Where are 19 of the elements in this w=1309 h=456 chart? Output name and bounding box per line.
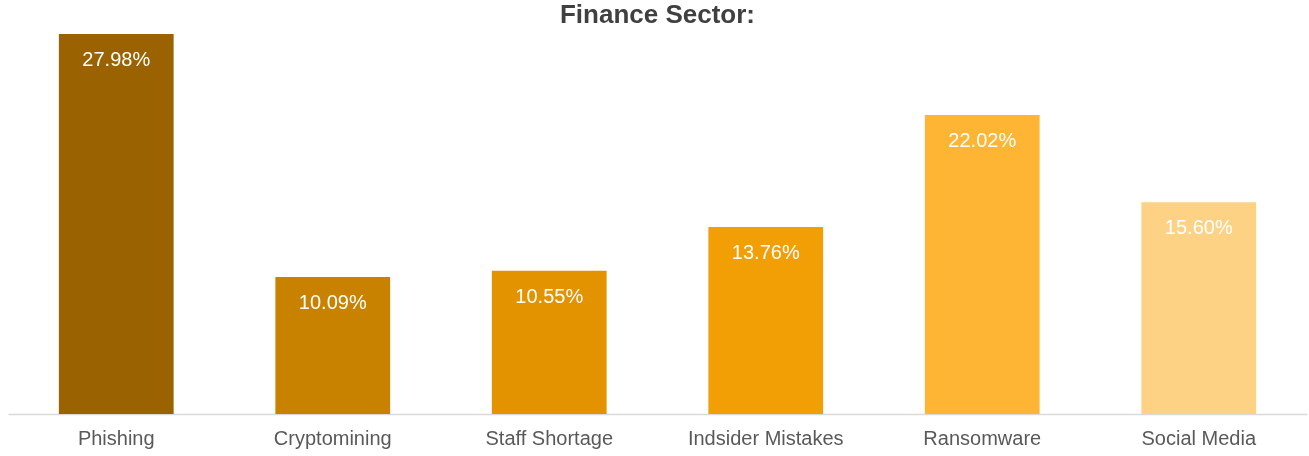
data-label: 27.98%: [82, 48, 151, 70]
data-label: 15.60%: [1164, 216, 1233, 239]
bar: [491, 270, 607, 414]
bar: [275, 276, 391, 414]
bar: [1141, 202, 1257, 414]
bar: [58, 34, 174, 414]
x-tick-label: Cryptomining: [273, 426, 392, 449]
chart-title: Finance Sector:: [559, 0, 756, 29]
x-tick-label: Ransomware: [923, 426, 1042, 449]
x-tick-label: Staff Shortage: [485, 426, 613, 449]
data-label: 10.09%: [298, 290, 367, 313]
x-tick-label: Indsider Mistakes: [687, 426, 844, 449]
data-label: 22.02%: [948, 128, 1017, 151]
data-label: 10.55%: [515, 284, 584, 307]
x-tick-label: Phishing: [77, 426, 155, 449]
bar: [924, 114, 1040, 414]
bar: [708, 227, 824, 414]
data-label: 13.76%: [731, 241, 800, 264]
x-tick-label: Social Media: [1141, 426, 1257, 449]
